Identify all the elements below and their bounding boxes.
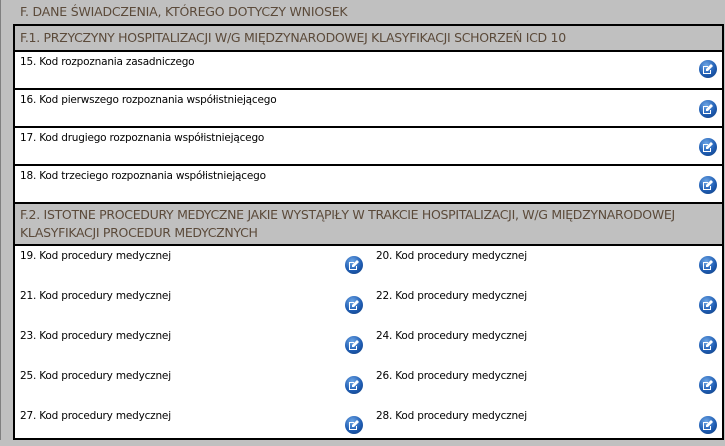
edit-icon[interactable] xyxy=(345,256,363,274)
edit-icon[interactable] xyxy=(699,256,717,274)
field-label: 19. Kod procedury medycznej xyxy=(20,250,171,262)
field-row[interactable]: 17. Kod drugiego rozpoznania współistnie… xyxy=(15,128,722,166)
procedure-field[interactable]: 22. Kod procedury medycznej xyxy=(371,286,722,326)
edit-icon[interactable] xyxy=(699,296,717,314)
field-label: 21. Kod procedury medycznej xyxy=(20,290,171,302)
f2-header: F.2. ISTOTNE PROCEDURY MEDYCZNE JAKIE WY… xyxy=(15,204,722,246)
field-label: 16. Kod pierwszego rozpoznania współistn… xyxy=(20,94,277,106)
field-label: 24. Kod procedury medycznej xyxy=(376,330,527,342)
edit-icon[interactable] xyxy=(699,416,717,434)
field-row[interactable]: 18. Kod trzeciego rozpoznania współistni… xyxy=(15,166,722,204)
procedure-row: 21. Kod procedury medycznej 22. Kod proce… xyxy=(15,286,722,326)
edit-icon[interactable] xyxy=(345,296,363,314)
edit-icon[interactable] xyxy=(699,176,717,194)
field-label: 28. Kod procedury medycznej xyxy=(376,410,527,422)
field-label: 20. Kod procedury medycznej xyxy=(376,250,527,262)
field-label: 17. Kod drugiego rozpoznania współistnie… xyxy=(20,132,265,144)
edit-icon[interactable] xyxy=(345,416,363,434)
edit-icon[interactable] xyxy=(345,376,363,394)
field-label: 15. Kod rozpoznania zasadniczego xyxy=(20,56,195,68)
field-label: 23. Kod procedury medycznej xyxy=(20,330,171,342)
left-border xyxy=(0,0,1,440)
edit-icon[interactable] xyxy=(345,336,363,354)
edit-icon[interactable] xyxy=(699,100,717,118)
edit-icon[interactable] xyxy=(699,336,717,354)
field-row[interactable]: 15. Kod rozpoznania zasadniczego xyxy=(15,52,722,90)
procedure-field[interactable]: 20. Kod procedury medycznej xyxy=(371,246,722,286)
section-title: F. DANE ŚWIADCZENIA, KTÓREGO DOTYCZY WNI… xyxy=(20,4,348,19)
field-label: 26. Kod procedury medycznej xyxy=(376,370,527,382)
field-label: 22. Kod procedury medycznej xyxy=(376,290,527,302)
procedure-field[interactable]: 27. Kod procedury medycznej xyxy=(15,406,371,446)
edit-icon[interactable] xyxy=(699,60,717,78)
procedure-field[interactable]: 28. Kod procedury medycznej xyxy=(371,406,722,446)
procedure-field[interactable]: 25. Kod procedury medycznej xyxy=(15,366,371,406)
edit-icon[interactable] xyxy=(699,376,717,394)
field-label: 25. Kod procedury medycznej xyxy=(20,370,171,382)
field-row[interactable]: 16. Kod pierwszego rozpoznania współistn… xyxy=(15,90,722,128)
form-box: F.1. PRZYCZYNY HOSPITALIZACJI W/G MIĘDZY… xyxy=(13,24,724,440)
procedure-field[interactable]: 24. Kod procedury medycznej xyxy=(371,326,722,366)
procedure-field[interactable]: 26. Kod procedury medycznej xyxy=(371,366,722,406)
procedure-field[interactable]: 21. Kod procedury medycznej xyxy=(15,286,371,326)
procedure-field[interactable]: 19. Kod procedury medycznej xyxy=(15,246,371,286)
procedure-row: 25. Kod procedury medycznej 26. Kod proce… xyxy=(15,366,722,406)
procedure-row: 27. Kod procedury medycznej 28. Kod proce… xyxy=(15,406,722,446)
procedure-row: 19. Kod procedury medycznej 20. Kod proce… xyxy=(15,246,722,286)
f1-header: F.1. PRZYCZYNY HOSPITALIZACJI W/G MIĘDZY… xyxy=(15,26,722,52)
edit-icon[interactable] xyxy=(699,138,717,156)
procedure-row: 23. Kod procedury medycznej 24. Kod proce… xyxy=(15,326,722,366)
procedure-field[interactable]: 23. Kod procedury medycznej xyxy=(15,326,371,366)
field-label: 27. Kod procedury medycznej xyxy=(20,410,171,422)
field-label: 18. Kod trzeciego rozpoznania współistni… xyxy=(20,170,266,182)
